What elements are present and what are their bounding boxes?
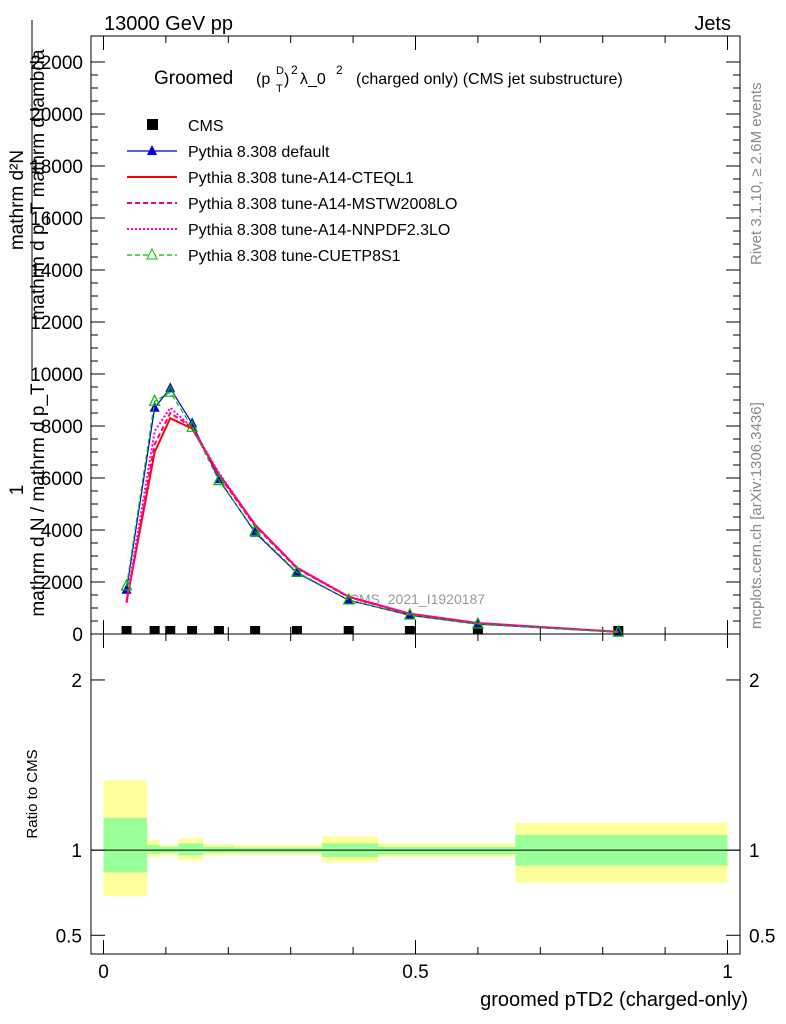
title-p: (p <box>256 71 270 88</box>
main-series-layer <box>120 382 625 637</box>
ratio-stat-band <box>103 817 148 873</box>
title-main: Groomed <box>154 68 233 89</box>
y-tick-label: 22000 <box>30 53 83 74</box>
title-rest: (charged only) (CMS jet substructure) <box>356 71 623 88</box>
y-tick-label: 4000 <box>41 521 83 542</box>
cuetp8s1-data-point <box>164 384 177 397</box>
main-y-axis-label: 1 mathrm d²N mathrm d p_T mathrm d lambd… <box>7 20 49 617</box>
cuetp8s1-data-point <box>403 607 416 620</box>
cms-data-point <box>149 626 160 634</box>
legend-entry-label: Pythia 8.308 tune-A14-CTEQL1 <box>188 170 414 187</box>
main-y-axis: 0 2000 4000 6000 8000 10000 12000 14000 16000 180… <box>30 53 740 646</box>
analysis-watermark: CMS_2021_I1920187 <box>349 591 485 607</box>
cms-data-point <box>187 626 198 634</box>
header-process-label: Jets <box>694 13 731 35</box>
y-tick-label: 12000 <box>30 313 83 334</box>
cms-data-point <box>121 626 132 634</box>
cuetp8s1-data-point <box>290 564 303 577</box>
ratio-plot-frame <box>90 633 741 955</box>
series-line-5 <box>125 391 619 633</box>
rivet-version-label: Rivet 3.1.10, ≥ 2.6M events <box>748 83 765 266</box>
main-x-ticks <box>102 36 729 634</box>
cuetp8s1-data-point <box>148 393 161 406</box>
ratio-y-tick-label: 2 <box>71 671 82 692</box>
y-tick-label: 18000 <box>30 157 83 178</box>
default-data-point <box>343 594 354 605</box>
ratio-x-axis: 0 0.5 1 <box>98 634 733 983</box>
mcplots-credit-label: mcplots.cern.ch [arXiv:1306.3436] <box>748 402 765 629</box>
y-tick-label: 8000 <box>41 417 83 438</box>
title-sup-d: D <box>276 65 284 77</box>
header-energy-label: 13000 GeV pp <box>104 13 233 35</box>
cms-data-point <box>472 626 483 634</box>
ratio-y-tick-label-right: 1 <box>749 841 760 862</box>
cuetp8s1-data-point <box>249 523 262 536</box>
ratio-y-axis-label: Ratio to CMS <box>24 749 41 838</box>
y-tick-label: 6000 <box>41 469 83 490</box>
cms-data-point <box>250 626 261 634</box>
cms-data-point <box>165 626 176 634</box>
cms-data-point <box>291 626 302 634</box>
y-tick-label: 10000 <box>30 365 83 386</box>
legend-entry-label: Pythia 8.308 default <box>188 144 330 161</box>
cuetp8s1-data-point <box>120 578 133 591</box>
y-tick-label: 2000 <box>41 573 83 594</box>
cuetp8s1-data-point <box>342 592 355 605</box>
y-label-fraction: mathrm d N / mathrm d p_T <box>28 383 49 617</box>
y-label-denominator: mathrm d p_T mathrm d lambda <box>28 49 49 320</box>
cuetp8s1-data-point <box>186 419 199 432</box>
y-label-numerator: mathrm d²N <box>7 150 28 250</box>
legend-entry-label: Pythia 8.308 tune-A14-NNPDF2.3LO <box>188 222 450 239</box>
y-tick-label: 16000 <box>30 209 83 230</box>
cms-data-point <box>343 626 354 634</box>
ratio-stat-band <box>178 843 204 856</box>
cuetp8s1-data-point <box>471 616 484 629</box>
plot-title: Groomed (p D T ) 2 λ_0 2 (charged only) … <box>154 63 623 95</box>
ratio-stat-band <box>147 845 160 854</box>
legend-marker-5 <box>146 247 158 260</box>
x-axis-label: groomed pTD2 (charged-only) <box>480 989 748 1011</box>
cms-data-point <box>213 626 224 634</box>
x-tick-label: 1 <box>722 962 733 983</box>
y-tick-label: 0 <box>72 625 83 646</box>
ratio-y-tick-label: 0.5 <box>56 926 82 947</box>
legend-marker-cms <box>147 119 158 130</box>
title-sup-2b: 2 <box>336 63 343 77</box>
ratio-bands-layer <box>103 780 728 897</box>
ratio-y-tick-label-right: 2 <box>749 671 760 692</box>
x-tick-label: 0 <box>98 962 109 983</box>
ratio-y-axis: 0.5 0.5 1 1 2 2 <box>56 671 776 947</box>
legend-marker-1 <box>147 145 157 155</box>
y-label-prefix: 1 <box>7 485 28 496</box>
y-tick-label: 14000 <box>30 261 83 282</box>
ratio-y-tick-label: 1 <box>71 841 82 862</box>
legend-entry-label: Pythia 8.308 tune-A14-MSTW2008LO <box>188 196 457 213</box>
title-sup-2a: 2 <box>291 63 298 77</box>
title-lambda: λ_0 <box>300 71 326 88</box>
x-tick-label: 0.5 <box>402 962 428 983</box>
cms-data-point <box>404 626 415 634</box>
cuetp8s1-data-point <box>212 473 225 486</box>
title-sub-t: T <box>276 83 283 95</box>
legend-entry-label: Pythia 8.308 tune-CUETP8S1 <box>188 248 401 265</box>
cuetp8s1-data-point <box>612 624 625 637</box>
title-close: ) <box>284 71 289 88</box>
ratio-y-tick-label-right: 0.5 <box>749 926 775 947</box>
default-data-point <box>149 401 160 412</box>
y-tick-label: 20000 <box>30 105 83 126</box>
legend: CMS Pythia 8.308 default Pythia 8.308 tune… <box>127 118 457 265</box>
legend-entry-label: CMS <box>188 118 224 135</box>
